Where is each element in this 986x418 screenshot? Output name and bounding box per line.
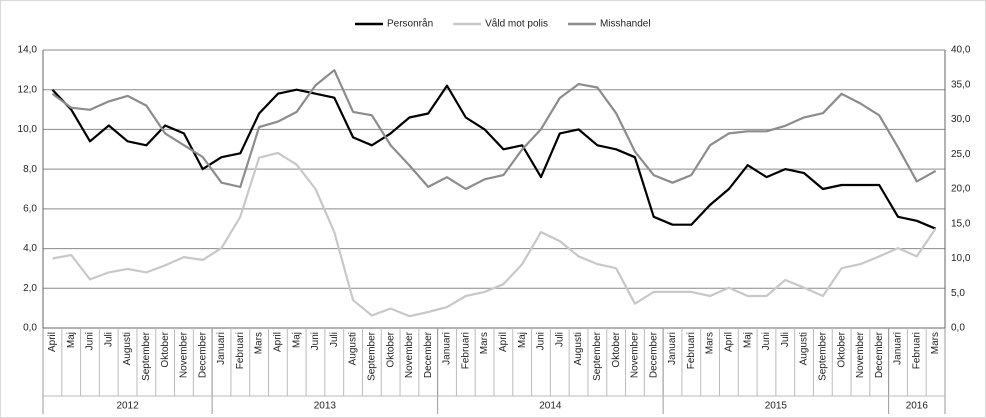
x-tick-label: November	[404, 331, 415, 378]
x-tick-label: Juli	[780, 332, 791, 347]
x-tick-label: Juni	[761, 332, 772, 350]
x-tick-label: December	[197, 331, 208, 378]
year-label: 2012	[116, 401, 139, 412]
y2-tick-label: 25,0	[951, 149, 971, 160]
x-tick-label: November	[179, 331, 190, 378]
y2-tick-label: 35,0	[951, 79, 971, 90]
series-line	[52, 151, 937, 318]
legend-label: Våld mot polis	[485, 18, 548, 30]
x-tick-label: Januari	[667, 332, 678, 365]
x-tick-label: Augusti	[348, 332, 359, 365]
y-tick-label: 4,0	[23, 243, 37, 254]
y2-tick-label: 20,0	[951, 184, 971, 195]
x-tick-label: Januari	[893, 332, 904, 365]
x-tick-label: Februari	[686, 332, 697, 369]
x-tick-label: April	[47, 332, 58, 352]
x-tick-label: Oktober	[160, 331, 171, 367]
series-line	[51, 69, 937, 191]
year-label: 2015	[765, 401, 788, 412]
x-tick-label: Maj	[742, 332, 753, 348]
x-tick-label: Augusti	[573, 332, 584, 365]
x-tick-label: Juli	[554, 332, 565, 347]
x-tick-label: Maj	[291, 332, 302, 348]
series-line	[51, 84, 937, 230]
x-tick-label: Juli	[103, 332, 114, 347]
y2-tick-label: 40,0	[951, 45, 971, 56]
x-tick-label: Mars	[930, 332, 941, 354]
legend-label: Personrån	[387, 18, 433, 30]
y2-tick-label: 10,0	[951, 253, 971, 264]
x-tick-label: Februari	[235, 332, 246, 369]
y-tick-label: 2,0	[23, 283, 37, 294]
x-tick-label: Oktober	[611, 331, 622, 367]
x-tick-label: April	[498, 332, 509, 352]
x-tick-label: September	[592, 331, 603, 381]
x-tick-label: Mars	[705, 332, 716, 354]
y2-tick-label: 15,0	[951, 218, 971, 229]
x-tick-label: Juni	[536, 332, 547, 350]
x-tick-label: September	[141, 331, 152, 381]
y2-tick-label: 30,0	[951, 114, 971, 125]
x-tick-label: Maj	[66, 332, 77, 348]
year-label: 2013	[314, 401, 337, 412]
x-tick-label: Februari	[911, 332, 922, 369]
y-tick-label: 12,0	[18, 84, 38, 95]
y-tick-label: 10,0	[18, 124, 38, 135]
x-tick-label: Juli	[329, 332, 340, 347]
y-tick-label: 8,0	[23, 164, 37, 175]
x-tick-label: Oktober	[836, 331, 847, 367]
x-tick-label: December	[874, 331, 885, 378]
x-tick-label: Februari	[460, 332, 471, 369]
year-label: 2014	[539, 401, 562, 412]
x-tick-label: Januari	[216, 332, 227, 365]
y-tick-label: 14,0	[18, 45, 38, 56]
x-tick-label: Juni	[85, 332, 96, 350]
y2-tick-label: 5,0	[951, 288, 965, 299]
x-tick-label: September	[366, 331, 377, 381]
x-tick-label: Juni	[310, 332, 321, 350]
x-tick-label: April	[273, 332, 284, 352]
x-tick-label: Mars	[254, 332, 265, 354]
x-tick-label: December	[423, 331, 434, 378]
y-tick-label: 6,0	[23, 203, 37, 214]
y-tick-label: 0,0	[23, 323, 37, 334]
x-tick-label: September	[817, 331, 828, 381]
x-tick-label: Maj	[517, 332, 528, 348]
x-tick-label: November	[855, 331, 866, 378]
x-tick-label: Oktober	[385, 331, 396, 367]
x-tick-label: November	[630, 331, 641, 378]
x-tick-label: Januari	[442, 332, 453, 365]
year-label: 2016	[906, 401, 929, 412]
x-tick-label: December	[648, 331, 659, 378]
x-tick-label: April	[724, 332, 735, 352]
legend-label: Misshandel	[600, 19, 651, 30]
x-tick-label: Mars	[479, 332, 490, 354]
x-tick-label: Augusti	[799, 332, 810, 365]
x-tick-label: Augusti	[122, 332, 133, 365]
y2-tick-label: 0,0	[951, 323, 965, 334]
